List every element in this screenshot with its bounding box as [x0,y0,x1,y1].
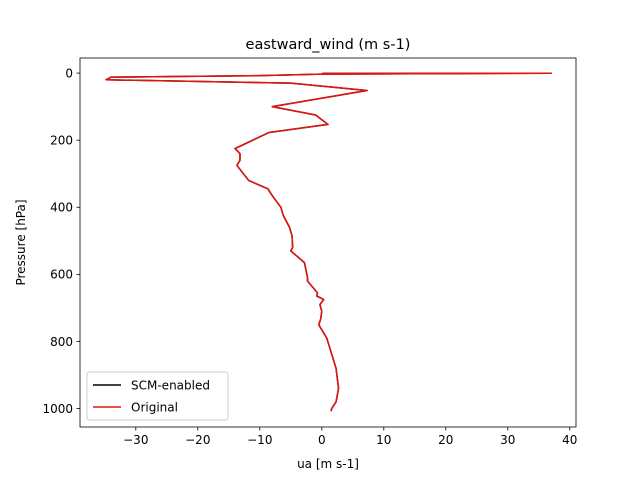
x-tick-label: 0 [318,433,326,447]
x-tick-label: −30 [123,433,148,447]
x-axis-ticks: −30 −20 −10 0 10 20 30 40 [123,427,577,447]
x-tick-label: 20 [438,433,453,447]
chart-title: eastward_wind (m s-1) [246,37,411,53]
x-tick-label: 10 [376,433,391,447]
legend-label-original: Original [131,401,178,415]
series-line-original [105,72,552,412]
legend-label-scm-enabled: SCM-enabled [131,379,210,393]
legend-box [86,371,229,421]
y-tick-label: 1000 [42,402,73,416]
x-axis-label: ua [m s-1] [297,457,359,471]
x-tick-label: 40 [562,433,577,447]
series-layer [105,72,552,412]
plot-frame [79,57,577,428]
x-tick-label: −10 [247,433,272,447]
y-tick-label: 800 [50,335,73,349]
legend: SCM-enabled Original [86,371,229,421]
y-tick-label: 600 [50,268,73,282]
y-tick-label: 200 [50,133,73,147]
y-axis-ticks: 0 200 400 600 800 1000 [42,66,80,416]
y-tick-label: 400 [50,201,73,215]
y-axis-label: Pressure [hPa] [14,199,28,285]
x-tick-label: −20 [185,433,210,447]
y-tick-label: 0 [65,66,73,80]
plot-area-background [80,58,576,427]
x-tick-label: 30 [500,433,515,447]
